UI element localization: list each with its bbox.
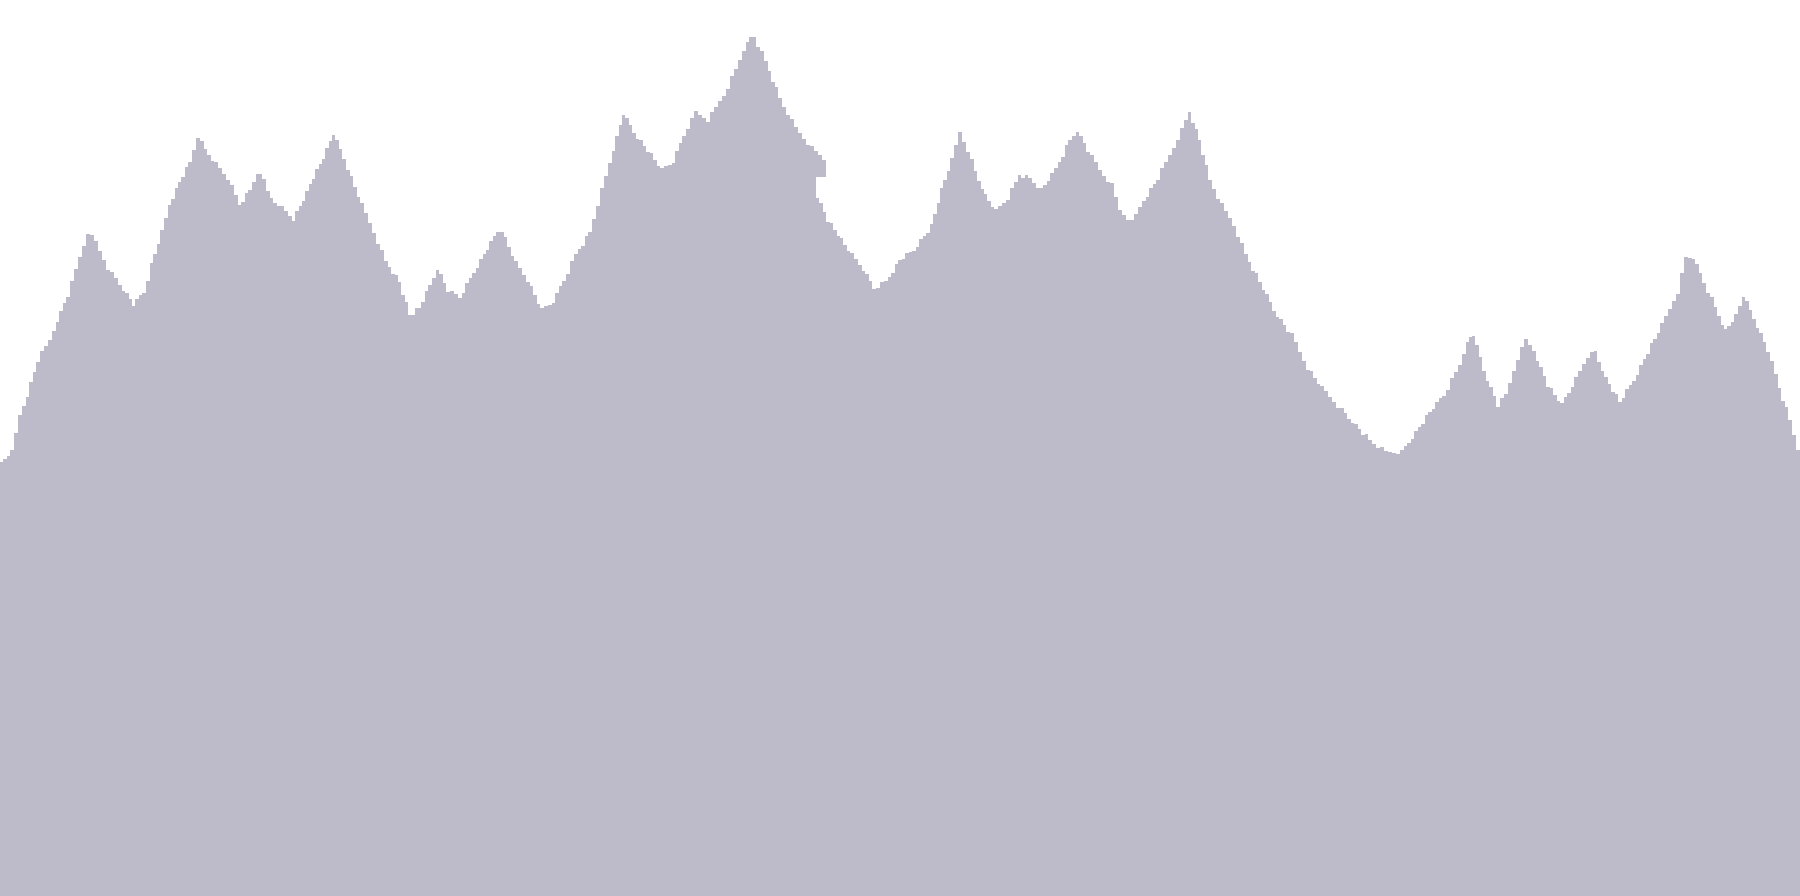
mountain-shape <box>0 37 1800 896</box>
